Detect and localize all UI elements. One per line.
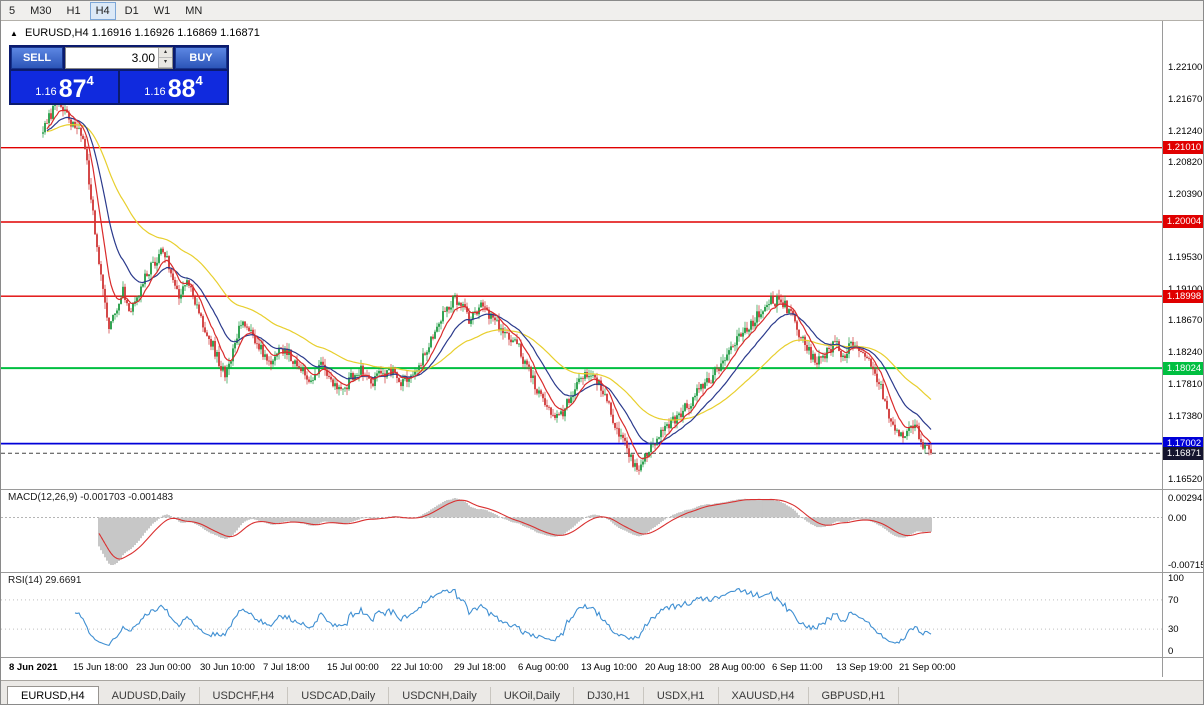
price-axis-label: 1.17380 <box>1168 411 1203 422</box>
lot-increase-button[interactable]: ▴ <box>159 48 172 58</box>
chart-tabs-bar: EURUSD,H4 AUDUSD,Daily USDCHF,H4 USDCAD,Dai… <box>1 680 1203 704</box>
buy-button[interactable]: BUY <box>175 47 227 69</box>
chart-tab-usdx[interactable]: USDX,H1 <box>644 687 719 704</box>
price-axis-label: 1.21670 <box>1168 94 1203 105</box>
sell-button[interactable]: SELL <box>11 47 63 69</box>
time-axis-label: 29 Jul 18:00 <box>454 662 506 673</box>
buy-price-sup: 4 <box>195 73 203 88</box>
time-axis-label: 6 Aug 00:00 <box>518 662 569 673</box>
timeframe-button-h1[interactable]: H1 <box>66 4 81 17</box>
time-axis-label: 13 Aug 10:00 <box>581 662 637 673</box>
rsi-axis-label: 0 <box>1168 646 1174 657</box>
hline-price-badge: 1.17002 <box>1163 437 1203 450</box>
time-axis-label: 15 Jun 18:00 <box>73 662 128 673</box>
lot-size-value: 3.00 <box>131 51 155 65</box>
timeframe-button-m30[interactable]: M30 <box>30 4 52 17</box>
time-axis-label: 30 Jun 10:00 <box>200 662 255 673</box>
timeframe-button-d1[interactable]: D1 <box>124 4 139 17</box>
chart-tab-dj30[interactable]: DJ30,H1 <box>574 687 644 704</box>
price-axis-label: 1.20820 <box>1168 157 1203 168</box>
time-axis-label: 23 Jun 00:00 <box>136 662 191 673</box>
price-axis-label: 1.19100 <box>1168 284 1202 295</box>
time-axis-label: 28 Aug 00:00 <box>709 662 765 673</box>
time-axis-label: 13 Sep 19:00 <box>836 662 893 673</box>
timeframe-toolbar: 5 M30 H1 H4 D1 W1 MN <box>1 1 1203 21</box>
lot-decrease-button[interactable]: ▾ <box>159 58 172 68</box>
sell-price-display[interactable]: 1.16 87 4 <box>11 71 118 103</box>
rsi-axis-label: 30 <box>1168 624 1179 635</box>
chart-ohlc-title: EURUSD,H4 1.16916 1.16926 1.16869 1.1687… <box>25 27 260 39</box>
chart-tab-usdcnh[interactable]: USDCNH,Daily <box>389 687 491 704</box>
chart-tab-usdchf[interactable]: USDCHF,H4 <box>200 687 289 704</box>
chart-tab-usdcad[interactable]: USDCAD,Daily <box>288 687 390 704</box>
chart-tab-xauusd[interactable]: XAUUSD,H4 <box>719 687 809 704</box>
lot-spinner: ▴ ▾ <box>158 48 172 68</box>
timeframe-button-5[interactable]: 5 <box>9 4 16 17</box>
chart-tab-gbpusd[interactable]: GBPUSD,H1 <box>809 687 900 704</box>
lot-size-field[interactable]: 3.00 ▴ ▾ <box>65 47 173 69</box>
timeframe-button-h4[interactable]: H4 <box>89 1 116 20</box>
hline-price-badge: 1.20004 <box>1163 215 1203 228</box>
price-axis-label: 1.16520 <box>1168 474 1203 485</box>
price-axis-label: 1.17810 <box>1168 379 1203 390</box>
time-axis-label: 8 Jun 2021 <box>9 662 58 673</box>
sell-price-sup: 4 <box>86 73 94 88</box>
sell-price-base: 1.16 <box>35 86 57 98</box>
price-axis-label: 1.18670 <box>1168 315 1203 326</box>
macd-axis-label: 0.00 <box>1168 513 1187 524</box>
current-price-badge: 1.16871 <box>1163 447 1203 460</box>
hline-price-badge: 1.18998 <box>1163 290 1203 303</box>
time-axis-label: 7 Jul 18:00 <box>263 662 310 673</box>
rsi-indicator-label: RSI(14) 29.6691 <box>8 575 82 586</box>
buy-price-base: 1.16 <box>144 86 166 98</box>
sell-price-big: 87 <box>58 75 87 103</box>
timeframe-button-w1[interactable]: W1 <box>153 4 171 17</box>
price-axis-label: 1.20390 <box>1168 189 1203 200</box>
price-axis-label: 1.18240 <box>1168 347 1203 358</box>
timeframe-button-mn[interactable]: MN <box>185 4 203 17</box>
time-axis-label: 21 Sep 00:00 <box>899 662 956 673</box>
macd-axis-label: 0.00294 <box>1168 493 1203 504</box>
time-axis-label: 6 Sep 11:00 <box>772 662 823 673</box>
chart-tab-audusd[interactable]: AUDUSD,Daily <box>99 687 200 704</box>
trade-panel-toggle-icon[interactable]: ▲ <box>10 29 18 38</box>
price-axis-label: 1.19530 <box>1168 252 1203 263</box>
time-axis-label: 20 Aug 18:00 <box>645 662 701 673</box>
time-axis-label: 15 Jul 00:00 <box>327 662 379 673</box>
price-axis-label: 1.22100 <box>1168 62 1203 73</box>
rsi-axis-label: 100 <box>1168 573 1184 584</box>
chart-tab-ukoil[interactable]: UKOil,Daily <box>491 687 575 704</box>
one-click-trading-panel: SELL 3.00 ▴ ▾ BUY 1.16 87 4 1.16 88 4 <box>9 45 229 105</box>
time-axis-label: 22 Jul 10:00 <box>391 662 443 673</box>
hline-price-badge: 1.21010 <box>1163 141 1203 154</box>
macd-axis-label: -0.00715 <box>1168 560 1204 571</box>
buy-price-display[interactable]: 1.16 88 4 <box>120 71 227 103</box>
buy-price-big: 88 <box>167 75 196 103</box>
rsi-axis-label: 70 <box>1168 595 1179 606</box>
macd-indicator-label: MACD(12,26,9) -0.001703 -0.001483 <box>8 492 174 503</box>
chart-tab-eurusd[interactable]: EURUSD,H4 <box>7 686 99 704</box>
hline-price-badge: 1.18024 <box>1163 362 1203 375</box>
price-axis-label: 1.21240 <box>1168 126 1203 137</box>
